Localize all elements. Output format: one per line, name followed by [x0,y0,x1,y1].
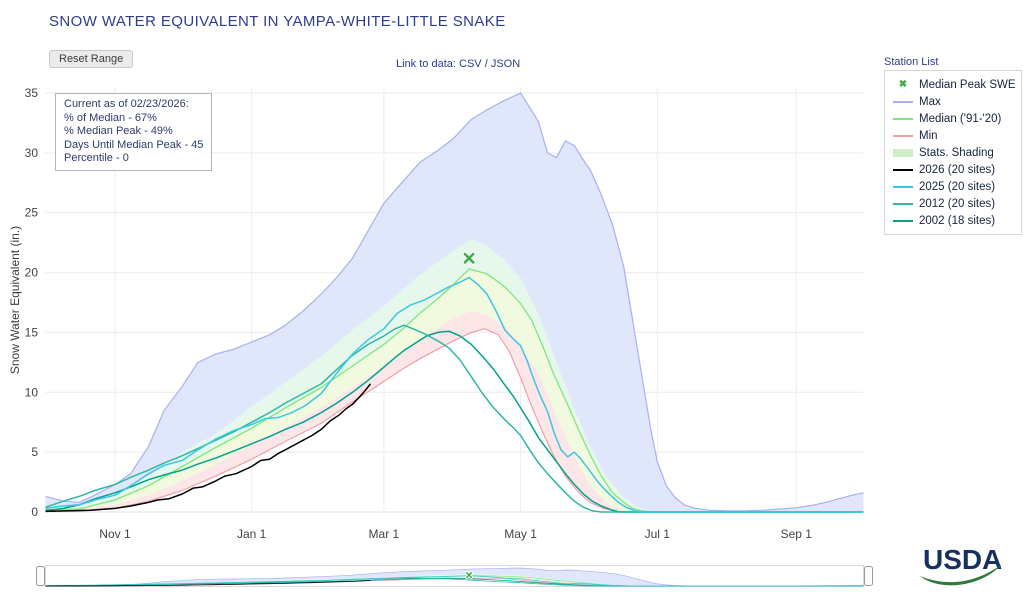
x-tick-label: May 1 [504,527,537,541]
page-title: SNOW WATER EQUIVALENT IN YAMPA-WHITE-LIT… [49,13,506,30]
legend-label: 2026 (20 sites) [919,163,996,176]
line-swatch-icon [893,185,913,188]
y-tick-label: 30 [25,146,39,160]
usda-logo: USDA [916,542,1008,597]
link-separator: / [484,58,488,70]
usda-swoosh-icon [920,564,1002,586]
csv-link[interactable]: CSV [459,58,482,70]
legend-label: Max [919,95,941,108]
main-chart[interactable]: 0 5 10 15 20 25 30 35 Nov 1 Jan 1 Mar 1 May 1 Jul 1 S… [0,70,1023,550]
y-tick-label: 10 [25,385,39,399]
usda-logo-text: USDA [923,544,1002,575]
median-peak-marker [462,251,476,265]
station-list-toggle[interactable]: Station List [884,56,939,68]
line-swatch-icon [893,134,913,137]
days-until-median-peak-line: Days Until Median Peak - 45 [64,138,204,151]
current-as-of-line: Current as of 02/23/2026: [64,98,189,110]
link-to-data-label: Link to data: [396,58,456,70]
legend-item-min[interactable]: Min [893,129,1013,142]
axis-tick-labels: 0 5 10 15 20 25 30 35 Nov 1 Jan 1 Mar 1 May 1 Jul 1 S… [25,86,813,541]
legend-label: 2025 (20 sites) [919,180,996,193]
percentile-line: Percentile - 0 [64,152,129,165]
legend-label: Stats. Shading [919,146,994,159]
legend-label: Median Peak SWE [919,78,1016,91]
legend-label: 2002 (18 sites) [919,214,996,227]
median-peak-marker [465,571,474,580]
reset-range-button[interactable]: Reset Range [49,50,134,68]
y-tick-label: 15 [25,325,39,339]
shaded-bands [45,93,864,512]
percent-of-median-line: % of Median - 67% [64,111,157,124]
legend-item-stats-shading[interactable]: Stats. Shading [893,146,1013,159]
x-tick-label: Sep 1 [781,527,813,541]
legend-label: 2012 (20 sites) [919,197,996,210]
line-swatch-icon [893,168,913,171]
legend: ✖ Median Peak SWE Max Median ('91-'20) Min St… [884,70,1022,235]
legend-item-2025-20-sites[interactable]: 2025 (20 sites) [893,180,1013,193]
range-slider-left-handle[interactable] [36,566,45,586]
legend-label: Min [919,129,938,142]
series-lines [45,92,864,513]
y-tick-label: 25 [25,206,39,220]
legend-item-2012-20-sites[interactable]: 2012 (20 sites) [893,197,1013,210]
y-tick-label: 20 [25,266,39,280]
line-swatch-icon [893,202,913,205]
line-swatch-icon [893,219,913,222]
line-swatch-icon [893,100,913,103]
y-tick-label: 35 [25,86,39,100]
legend-item-median-91-20[interactable]: Median ('91-'20) [893,112,1013,125]
legend-item-max[interactable]: Max [893,95,1013,108]
series-lines [45,567,864,587]
range-slider-right-handle[interactable] [864,566,873,586]
shading-swatch-icon [893,148,913,157]
legend-item-median-peak-swe[interactable]: ✖ Median Peak SWE [893,78,1016,91]
x-marker-icon: ✖ [898,78,908,90]
legend-item-2002-18-sites[interactable]: 2002 (18 sites) [893,214,1013,227]
x-tick-label: Jan 1 [237,527,267,541]
line-swatch-icon [893,117,913,120]
shaded-bands [45,568,864,586]
percent-median-peak-line: % Median Peak - 49% [64,125,173,138]
range-slider[interactable] [0,556,1023,596]
x-tick-label: Nov 1 [99,527,131,541]
y-tick-label: 5 [31,445,38,459]
x-tick-label: Mar 1 [369,527,400,541]
legend-label: Median ('91-'20) [919,112,1002,125]
x-tick-label: Jul 1 [645,527,671,541]
usda-logo-graphic: USDA [920,544,1002,586]
y-tick-label: 0 [31,505,38,519]
legend-item-2026-20-sites[interactable]: 2026 (20 sites) [893,163,1013,176]
current-status-box: Current as of 02/23/2026: % of Median - … [55,93,213,171]
data-links: Link to data: CSV / JSON [396,58,520,70]
json-link[interactable]: JSON [490,58,521,70]
